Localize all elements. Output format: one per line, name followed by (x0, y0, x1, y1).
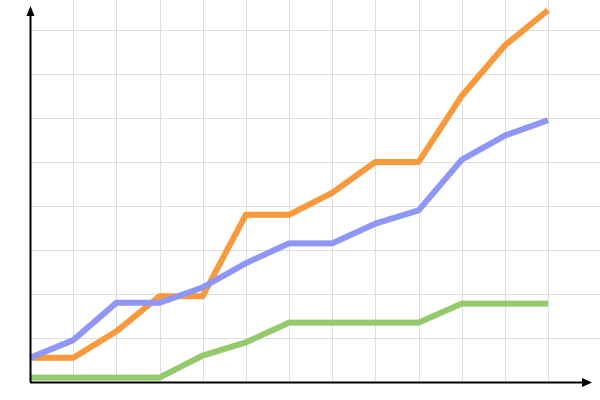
series-line-green-series (30, 300, 549, 381)
data-series-group (28, 7, 550, 381)
vertical-gridlines (73, 0, 549, 382)
series-line-purple-series (28, 117, 550, 361)
horizontal-gridlines (30, 30, 600, 339)
y-axis-arrow-icon (26, 6, 35, 16)
series-line-orange-series (30, 7, 550, 361)
x-axis-arrow-icon (582, 378, 592, 387)
axes-group (26, 6, 592, 387)
